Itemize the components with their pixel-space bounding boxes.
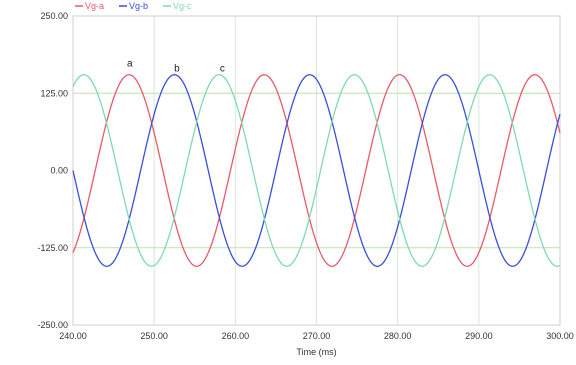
annotation-label: c (220, 64, 225, 75)
series-line-vg-c (72, 74, 561, 267)
y-tick-label: -125.00 (37, 243, 68, 253)
y-tick-label: 250.00 (40, 11, 68, 21)
annotations: a b c (127, 59, 225, 75)
x-axis-label: Time (ms) (296, 347, 336, 357)
x-tick-label: 270.00 (303, 331, 331, 341)
x-tick-label: 240.00 (59, 331, 87, 341)
annotation-label: a (127, 59, 133, 70)
series-line-vg-a (72, 74, 561, 267)
x-tick-label: 290.00 (465, 331, 493, 341)
x-tick-label: 280.00 (384, 331, 412, 341)
y-tick-labels: 250.00 125.00 0.00 -125.00 -250.00 (37, 11, 68, 330)
legend-entry: Vg-c (173, 1, 192, 11)
reference-lines (73, 92, 560, 249)
legend-entry: Vg-a (85, 1, 104, 11)
gridlines (72, 16, 561, 325)
series-lines (72, 74, 561, 267)
annotation-label: b (174, 64, 180, 75)
x-tick-label: 300.00 (546, 331, 574, 341)
x-tick-label: 260.00 (222, 331, 250, 341)
legend-entry: Vg-b (129, 1, 148, 11)
legend: Vg-a Vg-b Vg-c (75, 1, 192, 11)
y-tick-label: 0.00 (50, 166, 68, 176)
x-tick-labels: 240.00 250.00 260.00 270.00 280.00 290.00 300.… (59, 331, 574, 341)
x-tick-label: 250.00 (140, 331, 168, 341)
series-line-vg-b (72, 74, 561, 267)
y-tick-label: -250.00 (37, 320, 68, 330)
y-tick-label: 125.00 (40, 88, 68, 98)
